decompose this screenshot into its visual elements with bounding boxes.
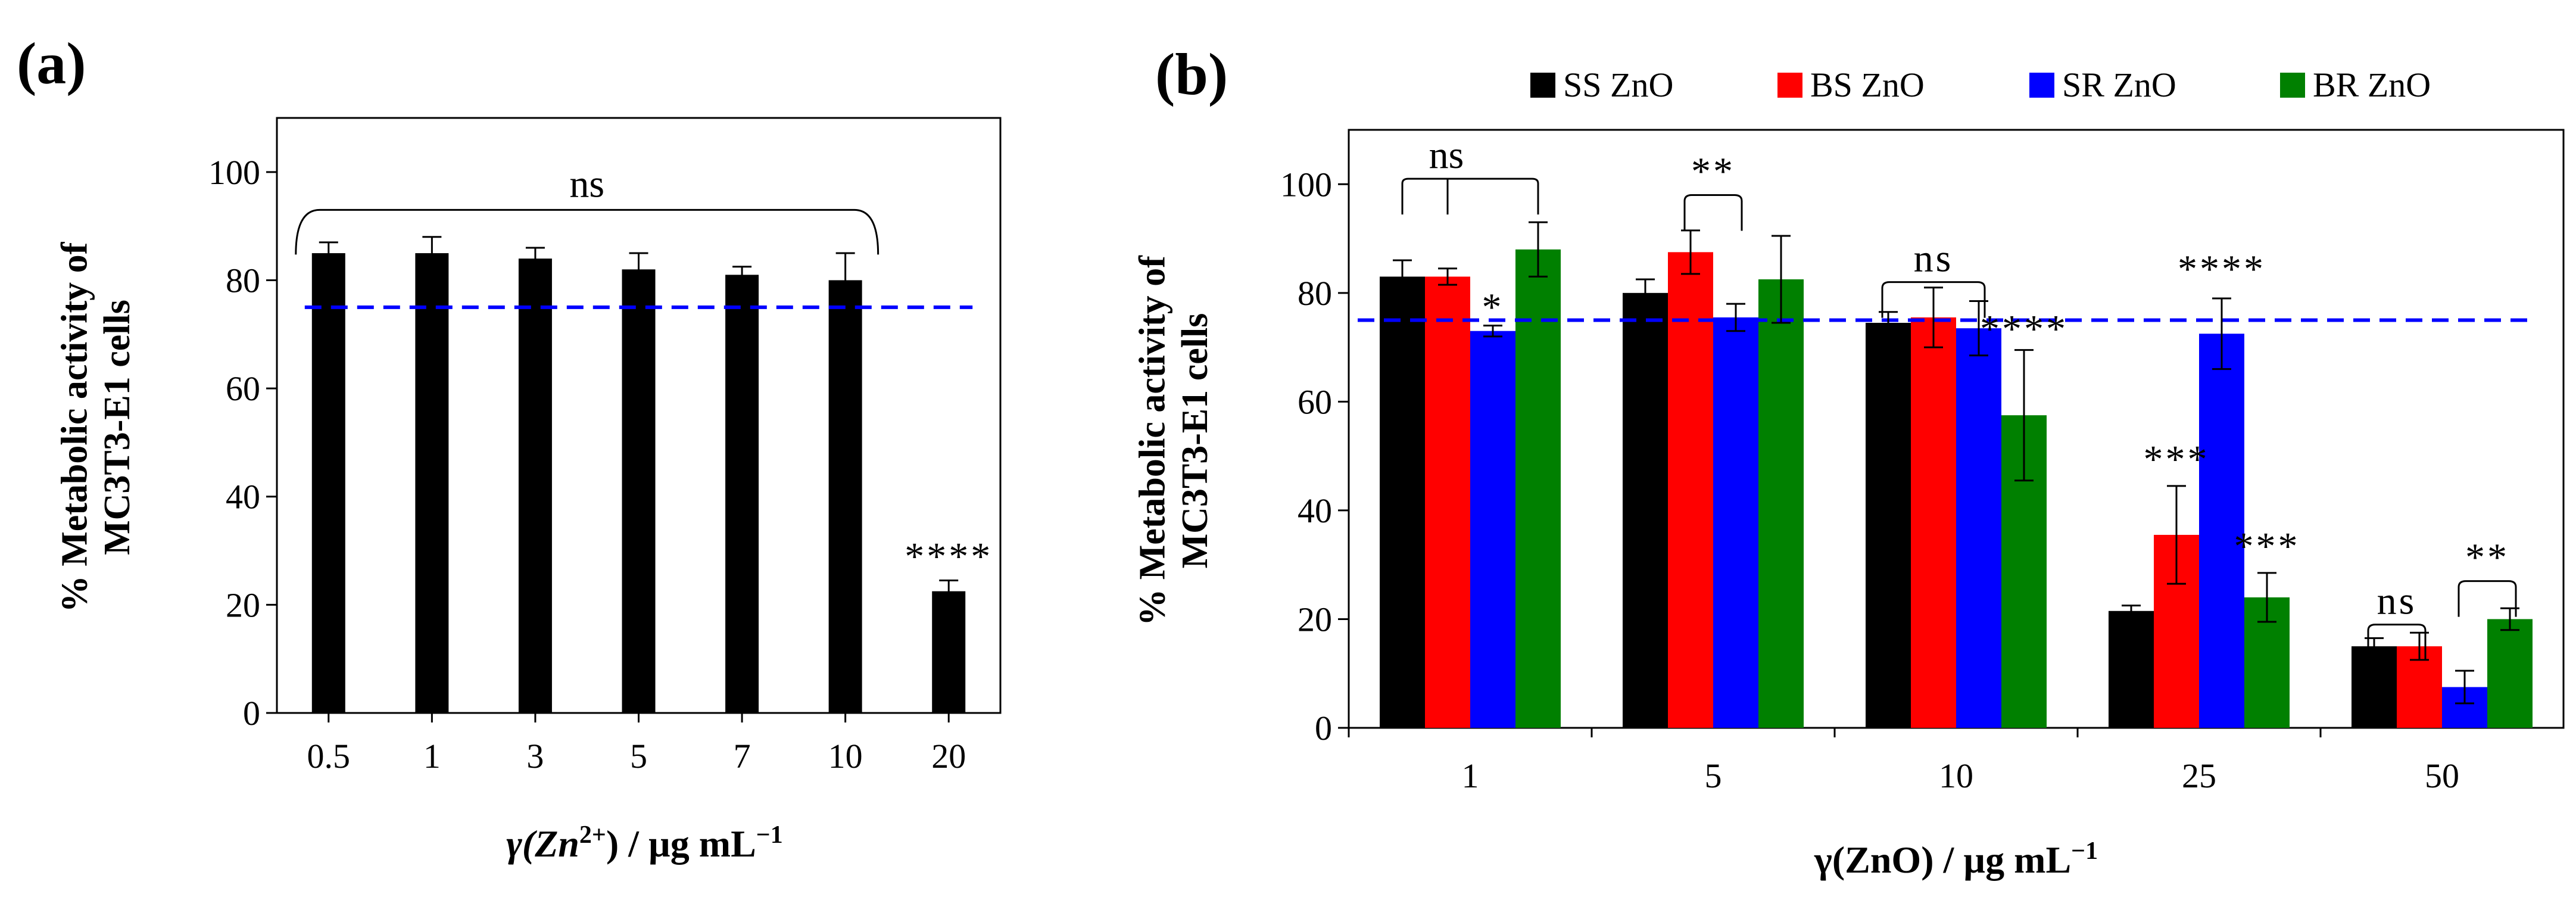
legend-swatch <box>1777 73 1802 98</box>
bar <box>1623 292 1668 728</box>
y-tick-label: 80 <box>226 261 260 300</box>
x-tick-label: 10 <box>1939 756 1973 795</box>
panel-b-label: (b) <box>1155 41 1228 107</box>
y-axis-title: % Metabolic activity ofMC3T3-E1 cells <box>55 241 138 612</box>
y-tick-label: 40 <box>226 478 260 516</box>
bar <box>415 253 449 714</box>
panel-a: (a) 0 20 40 60 80 100 0.5 1 3 5 7 10 20 ns **** % Metabo… <box>17 30 1002 865</box>
significance-bracket <box>1683 194 1743 231</box>
significance-label: **** <box>2178 248 2266 291</box>
significance-bracket <box>2367 624 2427 661</box>
x-tick-label: 0.5 <box>307 737 351 775</box>
x-tick-label: 7 <box>734 737 751 775</box>
significance-label: ns <box>569 162 604 205</box>
bar <box>2199 334 2244 728</box>
bar <box>1380 276 1425 728</box>
y-tick-label: 60 <box>1298 382 1332 421</box>
bar <box>1866 323 1911 728</box>
significance-label: **** <box>905 535 993 578</box>
significance-label: *** <box>2144 438 2210 481</box>
significance-label: ** <box>1691 150 1735 194</box>
significance-label: ns <box>2377 580 2417 623</box>
y-tick-label: 20 <box>226 585 260 624</box>
bar <box>828 280 862 713</box>
y-tick-label: 100 <box>1280 165 1332 204</box>
legend-label: SR ZnO <box>2062 66 2176 104</box>
bar <box>2352 646 2397 728</box>
legend-label: SS ZnO <box>1563 66 1673 104</box>
bar <box>1956 328 2001 728</box>
y-tick-label: 40 <box>1298 491 1332 530</box>
x-tick-label: 20 <box>931 737 966 775</box>
x-axis-title: γ(ZnO) / µg mL−1 <box>1814 837 2098 881</box>
bar <box>1713 317 1758 728</box>
significance-bracket <box>1881 281 1986 318</box>
legend-label: BR ZnO <box>2313 66 2431 104</box>
bar <box>1515 249 1561 728</box>
x-tick-label: 50 <box>2425 756 2459 795</box>
significance-bracket <box>295 208 880 255</box>
x-tick-label: 1 <box>1462 756 1479 795</box>
legend-swatch <box>2280 73 2305 98</box>
bar <box>518 258 552 713</box>
bar <box>2487 619 2533 728</box>
bar <box>932 591 966 713</box>
bar <box>1758 279 1804 728</box>
x-tick-label: 1 <box>423 737 441 775</box>
bar <box>725 275 759 713</box>
significance-bracket <box>1401 177 1539 215</box>
legend-swatch <box>1530 73 1555 98</box>
x-tick-label: 5 <box>630 737 647 775</box>
y-tick-label: 0 <box>243 694 260 733</box>
y-tick-label: 0 <box>1315 709 1332 748</box>
panel-b: (b) SS ZnO BS ZnO SR ZnO BR ZnO 0 20 40 60 80 100 1… <box>1133 41 2565 881</box>
y-tick-label: 60 <box>226 369 260 408</box>
bar <box>2109 611 2154 728</box>
bar <box>1470 331 1515 728</box>
significance-label: ns <box>1914 237 1954 281</box>
bar <box>622 269 656 714</box>
x-tick-label: 3 <box>526 737 544 775</box>
significance-label: ns <box>1429 133 1464 177</box>
bar <box>1911 317 1956 728</box>
bar <box>1425 276 1470 728</box>
bar <box>1668 252 1713 728</box>
bar <box>311 253 345 714</box>
y-tick-label: 100 <box>208 153 260 192</box>
y-axis-title: % Metabolic activity ofMC3T3-E1 cells <box>1133 255 1215 626</box>
y-tick-label: 80 <box>1298 274 1332 313</box>
legend-swatch <box>2029 73 2054 98</box>
x-tick-label: 25 <box>2182 756 2216 795</box>
significance-label: **** <box>1980 307 2068 351</box>
legend-label: BS ZnO <box>1810 66 1925 104</box>
x-tick-label: 5 <box>1705 756 1722 795</box>
panel-a-label: (a) <box>17 30 86 96</box>
significance-label: ** <box>2465 536 2509 580</box>
y-tick-label: 20 <box>1298 600 1332 639</box>
significance-label: * <box>1482 285 1504 329</box>
x-tick-label: 10 <box>828 737 863 775</box>
significance-bracket <box>2458 580 2517 617</box>
significance-label: *** <box>2234 525 2300 568</box>
x-axis-title: γ(Zn2+) / µg mL−1 <box>506 821 782 865</box>
